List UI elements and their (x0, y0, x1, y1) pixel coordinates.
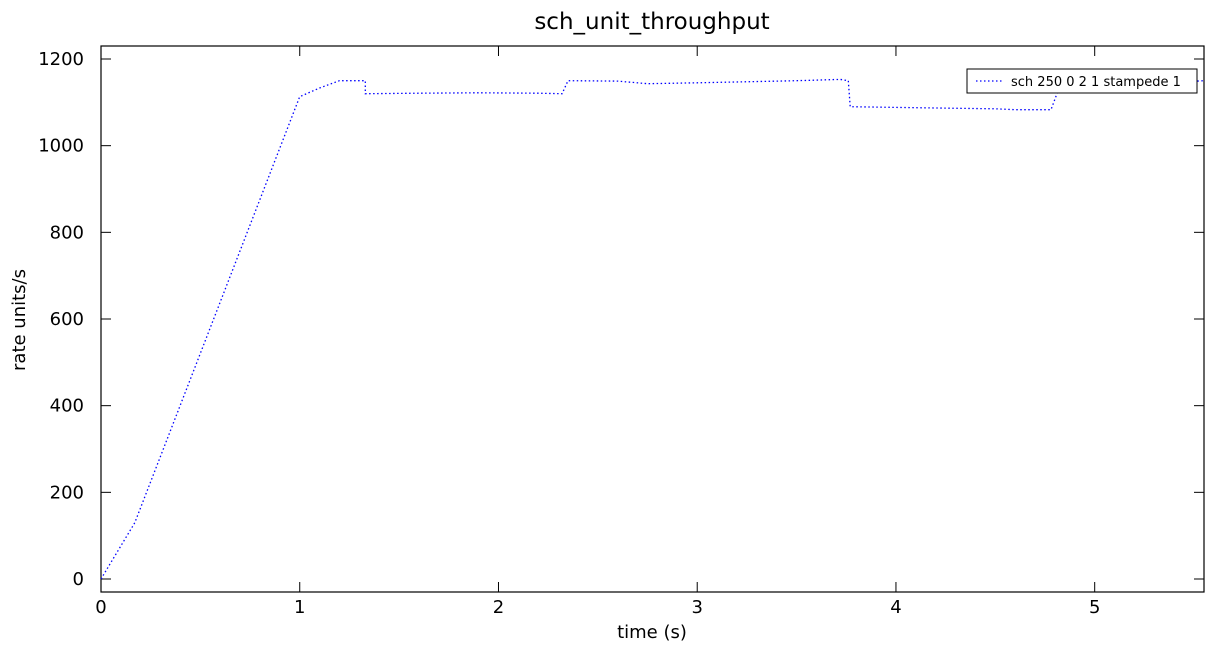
x-axis: 0 1 2 3 4 5 (95, 46, 1100, 618)
plot-area (100, 45, 1205, 593)
y-axis-label: rate units/s (9, 269, 30, 371)
y-tick-label: 600 (50, 309, 84, 330)
x-tick-label: 1 (294, 597, 305, 618)
x-tick-label: 2 (493, 597, 504, 618)
x-tick-label: 4 (890, 597, 901, 618)
y-tick-label: 200 (50, 482, 84, 503)
legend-box (966, 68, 1198, 94)
y-axis: 0 200 400 600 800 1000 1200 (38, 49, 1204, 590)
y-tick-label: 1200 (38, 49, 84, 70)
y-tick-label: 800 (50, 222, 84, 243)
y-tick-label: 0 (73, 569, 84, 590)
x-tick-label: 3 (691, 597, 702, 618)
x-tick-label: 5 (1089, 597, 1100, 618)
x-axis-label: time (s) (617, 622, 687, 643)
chart-title: sch_unit_throughput (534, 9, 769, 35)
x-tick-label: 0 (95, 597, 106, 618)
legend: sch 250 0 2 1 stampede 1 (966, 68, 1198, 94)
y-tick-label: 1000 (38, 136, 84, 157)
y-tick-label: 400 (50, 396, 84, 417)
legend-label: sch 250 0 2 1 stampede 1 (1011, 75, 1181, 90)
series-line (101, 78, 1204, 580)
